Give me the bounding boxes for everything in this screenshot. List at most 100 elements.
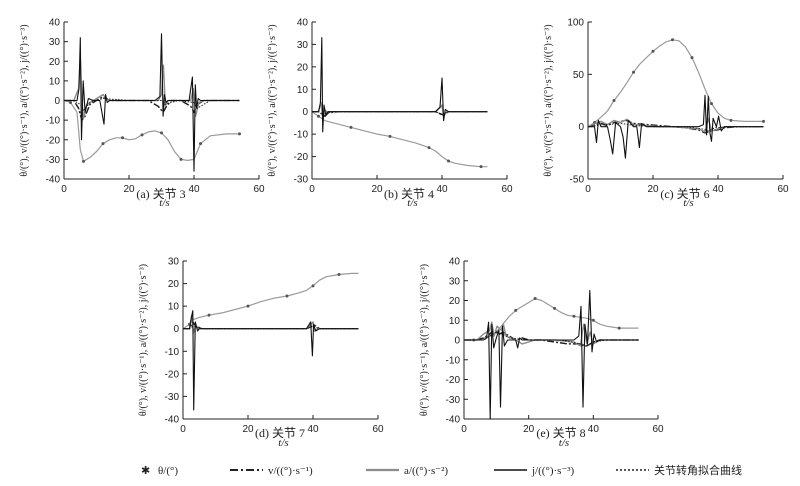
y-tick-label: 20: [49, 57, 61, 68]
y-tick-label: 30: [168, 257, 180, 268]
series-j-line: [312, 37, 488, 133]
theta-point: [632, 70, 635, 74]
y-tick-label: 40: [449, 257, 461, 268]
theta-point: [82, 159, 85, 163]
theta-point: [514, 308, 518, 312]
y-tick-label: 0: [454, 336, 460, 347]
x-tick-label: 60: [501, 184, 513, 195]
theta-point: [179, 157, 183, 161]
theta-point: [69, 100, 72, 104]
series-theta-line: [588, 39, 764, 128]
y-tick-label: -20: [165, 369, 180, 380]
series-fit-line: [312, 111, 488, 115]
y-tick-label: -40: [165, 415, 180, 426]
theta-point: [238, 132, 241, 136]
series-j-line: [64, 33, 240, 172]
y-tick-label: -20: [294, 152, 309, 163]
legend-item-fit: 关节转角拟合曲线: [616, 463, 742, 477]
theta-point: [710, 102, 713, 106]
y-tick-label: 50: [573, 70, 585, 81]
y-tick-label: 0: [173, 324, 179, 335]
y-tick-label: 30: [449, 276, 461, 287]
series-j-line: [588, 94, 764, 159]
x-tick-label: 20: [123, 184, 135, 195]
y-tick-label: 20: [449, 296, 461, 307]
y-tick-label: 0: [54, 96, 60, 107]
series-v-line: [588, 119, 764, 134]
legend-label-fit: 关节转角拟合曲线: [654, 463, 742, 477]
series-theta-line: [312, 111, 488, 168]
panel-caption: (b) 关节 4: [384, 187, 434, 201]
y-tick-label: 10: [49, 76, 61, 87]
y-tick-label: 40: [49, 18, 61, 29]
series-theta-line: [183, 272, 359, 330]
x-tick-label: 20: [242, 424, 254, 435]
x-tick-label: 0: [585, 184, 591, 195]
series-v-line: [464, 329, 639, 347]
theta-point: [140, 133, 144, 137]
y-tick-label: 0: [302, 107, 308, 118]
y-tick-label: -10: [165, 347, 180, 358]
y-tick-label: -10: [446, 355, 461, 366]
x-tick-label: 40: [307, 424, 319, 435]
panel-caption: (e) 关节 8: [536, 426, 585, 440]
y-tick-label: 0: [578, 122, 584, 133]
legend-label-j: j/((°)·s⁻³): [531, 465, 575, 477]
y-tick-label: -10: [294, 130, 309, 141]
series-a-line: [183, 314, 359, 334]
series-group: [588, 38, 765, 159]
x-tick-label: 0: [461, 424, 467, 435]
theta-point: [591, 318, 595, 322]
theta-point: [612, 99, 616, 102]
x-axis-label: t/s: [407, 197, 417, 209]
y-axis-label: θ/(°), v/((°)·s⁻¹), a/((°)·s⁻²), j/((°)·…: [267, 24, 278, 176]
theta-point: [311, 284, 315, 288]
x-tick-label: 40: [712, 184, 724, 195]
y-tick-label: 10: [168, 302, 180, 313]
chart-panel-5: -40 -30 -20 -10 0 10 20 30 40 0 20 40 60 t/s θ/(°), v/…: [419, 257, 664, 450]
series-a-line: [312, 101, 488, 120]
theta-point: [553, 306, 557, 310]
x-axis-label: t/s: [559, 437, 569, 449]
y-tick-label: 40: [297, 18, 309, 29]
theta-point: [651, 49, 655, 53]
x-axis-label: t/s: [683, 197, 693, 209]
theta-point: [101, 142, 105, 146]
x-axis-label: t/s: [159, 197, 169, 209]
series-j-line: [183, 310, 359, 411]
theta-point: [317, 114, 320, 118]
chart-panel-4: -40 -30 -20 -10 0 10 20 30 0 20 40 60 t/s θ/(°), v/((…: [138, 257, 384, 450]
theta-point: [388, 134, 392, 138]
y-tick-label: -40: [46, 175, 61, 186]
legend-label-theta: θ/(°): [158, 465, 178, 477]
y-tick-label: 10: [297, 85, 309, 96]
y-tick-label: -30: [294, 175, 309, 186]
x-tick-label: 60: [372, 424, 384, 435]
theta-point: [762, 119, 765, 123]
theta-point: [121, 136, 124, 140]
legend: ✱ θ/(°) v/((°)·s⁻¹) a/((°)·s⁻²) j/((°)·s…: [141, 463, 742, 477]
series-fit-line: [183, 326, 359, 330]
y-tick-label: 10: [449, 316, 461, 327]
series-j-line: [464, 290, 639, 420]
panel-caption: (d) 关节 7: [255, 426, 305, 440]
theta-point: [246, 304, 250, 308]
series-v-line: [183, 321, 359, 330]
y-tick-label: 20: [297, 62, 309, 73]
y-tick-label: -50: [570, 175, 585, 186]
y-axis-label: θ/(°), v/((°)·s⁻¹), a/((°)·s⁻²), j/((°)·…: [19, 24, 30, 176]
series-group: [183, 272, 359, 411]
legend-label-a: a/((°)·s⁻²): [404, 465, 448, 477]
panel-caption: (a) 关节 3: [136, 187, 185, 201]
theta-point: [427, 146, 431, 150]
y-tick-label: -20: [46, 135, 61, 146]
y-axis-label: θ/(°), v/((°)·s⁻¹), a/((°)·s⁻²), j/((°)·…: [138, 264, 149, 416]
y-tick-label: -30: [165, 392, 180, 403]
theta-point: [690, 56, 694, 60]
theta-point: [729, 118, 733, 122]
x-tick-label: 0: [309, 184, 315, 195]
x-tick-label: 60: [652, 424, 664, 435]
x-tick-label: 0: [180, 424, 186, 435]
